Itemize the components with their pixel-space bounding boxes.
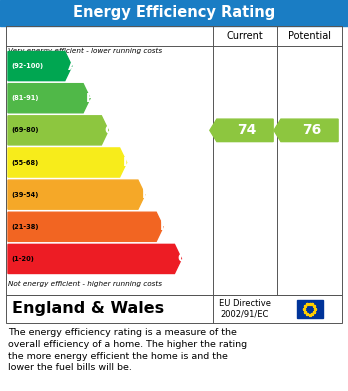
Text: A: A <box>68 59 78 73</box>
Text: Not energy efficient - higher running costs: Not energy efficient - higher running co… <box>8 281 162 287</box>
Text: (55-68): (55-68) <box>11 160 38 165</box>
Polygon shape <box>8 116 108 145</box>
Text: Energy Efficiency Rating: Energy Efficiency Rating <box>73 5 275 20</box>
Bar <box>6 295 342 323</box>
Polygon shape <box>8 244 181 273</box>
Text: G: G <box>177 253 188 265</box>
Text: England & Wales: England & Wales <box>12 301 164 316</box>
Text: E: E <box>142 188 150 201</box>
Bar <box>296 300 323 318</box>
Polygon shape <box>274 119 338 142</box>
Polygon shape <box>8 52 72 81</box>
Polygon shape <box>8 212 163 241</box>
Text: (92-100): (92-100) <box>11 63 43 69</box>
Bar <box>6 26 342 295</box>
Text: F: F <box>160 220 168 233</box>
Polygon shape <box>8 148 127 177</box>
Text: 2002/91/EC: 2002/91/EC <box>221 310 269 319</box>
Text: Potential: Potential <box>288 31 331 41</box>
Text: EU Directive: EU Directive <box>219 300 271 308</box>
Text: (21-38): (21-38) <box>11 224 39 230</box>
Text: 74: 74 <box>237 123 257 137</box>
Polygon shape <box>8 84 90 113</box>
Text: The energy efficiency rating is a measure of the
overall efficiency of a home. T: The energy efficiency rating is a measur… <box>8 328 247 372</box>
Text: D: D <box>122 156 133 169</box>
Polygon shape <box>8 180 145 209</box>
Text: 76: 76 <box>302 123 321 137</box>
Text: (1-20): (1-20) <box>11 256 34 262</box>
Text: (81-91): (81-91) <box>11 95 39 101</box>
Text: Current: Current <box>227 31 263 41</box>
Text: Very energy efficient - lower running costs: Very energy efficient - lower running co… <box>8 48 162 54</box>
Polygon shape <box>210 119 273 142</box>
Text: (39-54): (39-54) <box>11 192 38 197</box>
Text: (69-80): (69-80) <box>11 127 39 133</box>
Text: B: B <box>86 92 96 105</box>
Text: C: C <box>105 124 114 137</box>
Bar <box>0 0 348 26</box>
